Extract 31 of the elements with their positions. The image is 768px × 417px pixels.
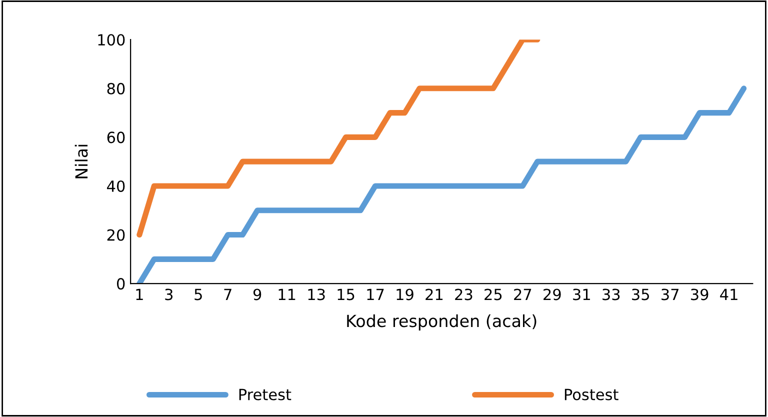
x-tick-label: 11 — [278, 288, 296, 300]
x-tick-label: 41 — [720, 288, 738, 300]
x-tick-label: 39 — [691, 288, 708, 300]
x-tick-label: 21 — [426, 288, 443, 300]
x-tick-label: 29 — [544, 288, 561, 300]
x-tick-label: 33 — [602, 288, 620, 300]
x-tick-label: 27 — [514, 288, 532, 300]
y-tick-label: 100 — [98, 34, 125, 46]
y-tick-label: 0 — [116, 278, 125, 290]
x-tick-label: 7 — [224, 288, 232, 300]
x-tick-label: 13 — [308, 288, 325, 300]
x-tick-label: 1 — [136, 288, 143, 300]
x-tick-label: 15 — [338, 288, 354, 300]
y-tick-label: 60 — [107, 132, 125, 144]
y-tick-label: 20 — [107, 229, 125, 241]
x-tick-label: 9 — [253, 288, 262, 300]
x-tick-label: 31 — [573, 288, 590, 300]
x-tick-label: 25 — [484, 288, 502, 300]
x-tick-label: 23 — [455, 288, 472, 300]
legend-label: Postest — [564, 388, 618, 400]
x-axis-title: Kode responden (acak) — [347, 314, 536, 330]
x-tick-label: 5 — [194, 288, 202, 300]
y-tick-label: 80 — [107, 82, 125, 94]
x-tick-label: 17 — [367, 288, 384, 300]
x-tick-label: 35 — [632, 288, 649, 300]
legend-label: Pretest — [239, 388, 292, 400]
x-tick-label: 19 — [396, 288, 414, 300]
x-tick-label: 3 — [165, 288, 173, 300]
x-tick-label: 37 — [662, 288, 679, 300]
y-tick-label: 40 — [107, 180, 125, 192]
y-axis-title: Nilai — [74, 144, 88, 178]
